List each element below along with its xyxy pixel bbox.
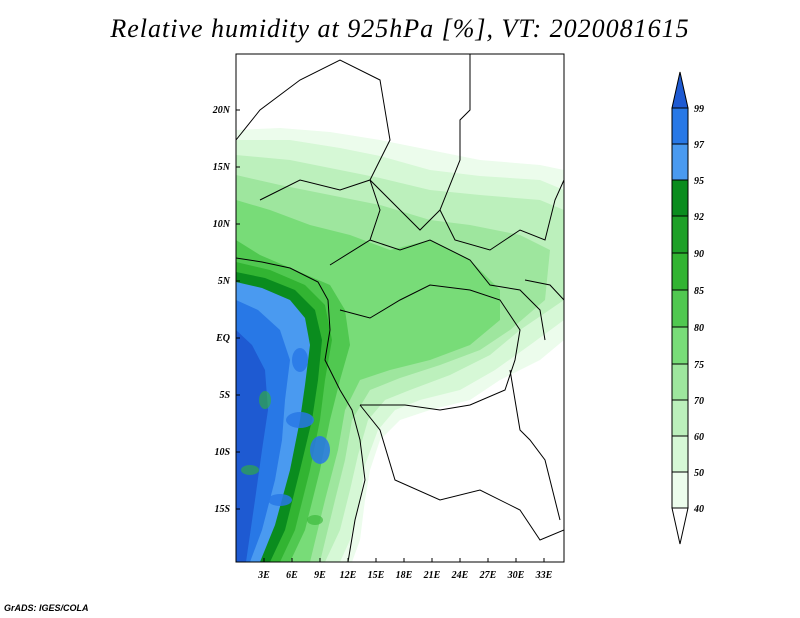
lat-axis: 20N 15N 10N 5N EQ 5S 10S 15S (212, 105, 240, 515)
border-south (359, 404, 564, 541)
coastline (236, 257, 366, 562)
colorbar-swatch (671, 107, 689, 145)
colorbar-label: 92 (694, 212, 704, 223)
colorbar-label: 60 (694, 432, 704, 443)
colorbar-swatch (671, 435, 689, 473)
colorbar-label: 97 (694, 140, 705, 151)
colorbar-label: 99 (694, 104, 704, 115)
lat-tick-label: EQ (215, 333, 230, 344)
colorbar-swatch (671, 363, 689, 401)
border-east (524, 279, 564, 301)
lon-tick-label: 30E (507, 570, 525, 581)
border-sahel (259, 179, 441, 231)
lon-tick-label: 6E (286, 570, 298, 581)
colorbar-label: 50 (694, 468, 704, 479)
lon-tick-label: 21E (423, 570, 441, 581)
colorbar-label: 75 (694, 360, 704, 371)
rh-band-99 (236, 330, 268, 562)
lat-tick-label: 10S (214, 447, 230, 458)
rh-green-speckles (241, 391, 323, 525)
lon-tick-label: 33E (535, 570, 553, 581)
lon-tick-label: 15E (368, 570, 385, 581)
colorbar-bottom-arrow (671, 507, 689, 545)
colorbar-swatch (671, 252, 689, 291)
colorbar-swatch (671, 179, 689, 217)
colorbar-swatch (671, 326, 689, 365)
lat-tick-label: 20N (212, 105, 231, 116)
lon-tick-label: 3E (257, 570, 270, 581)
lon-tick-label: 27E (479, 570, 497, 581)
lat-tick-label: 15S (214, 504, 230, 515)
lat-tick-label: 15N (213, 162, 231, 173)
borders (236, 54, 564, 562)
lon-tick-label: 9E (314, 570, 326, 581)
humidity-field (236, 54, 564, 562)
colorbar-label: 85 (694, 286, 704, 297)
colorbar-top-arrow (671, 71, 689, 109)
border-congo (339, 284, 521, 411)
lon-tick-label: 12E (340, 570, 357, 581)
colorbar-label: 80 (694, 323, 704, 334)
rh-speckles (268, 348, 330, 506)
map-title: Relative humidity at 925hPa [%], VT: 202… (110, 14, 690, 43)
lat-tick-label: 5S (219, 390, 230, 401)
colorbar-swatch (671, 215, 689, 254)
colorbar-label: 40 (693, 504, 704, 515)
border-central (369, 239, 546, 341)
credit-text: GrADS: IGES/COLA (4, 603, 89, 613)
lon-tick-label: 18E (396, 570, 413, 581)
colorbar-swatch (671, 471, 689, 509)
colorbar-label: 95 (694, 176, 704, 187)
colorbar-swatch (671, 289, 689, 328)
lat-tick-label: 10N (213, 219, 231, 230)
border-lakes (509, 369, 561, 521)
colorbar-swatch (671, 143, 689, 181)
map-frame (235, 53, 565, 563)
lat-tick-label: 5N (218, 276, 231, 287)
lon-axis: 3E 6E 9E 12E 15E 18E 21E 24E 27E 30E 33E (257, 558, 553, 581)
border-north-1 (236, 59, 391, 266)
colorbar-label: 70 (694, 396, 704, 407)
colorbar-label: 90 (694, 249, 704, 260)
lon-tick-label: 24E (451, 570, 469, 581)
colorbar-swatch (671, 399, 689, 437)
colorbar: 99 97 95 92 90 85 80 75 70 60 50 40 (671, 71, 705, 545)
border-north-2 (439, 54, 564, 251)
